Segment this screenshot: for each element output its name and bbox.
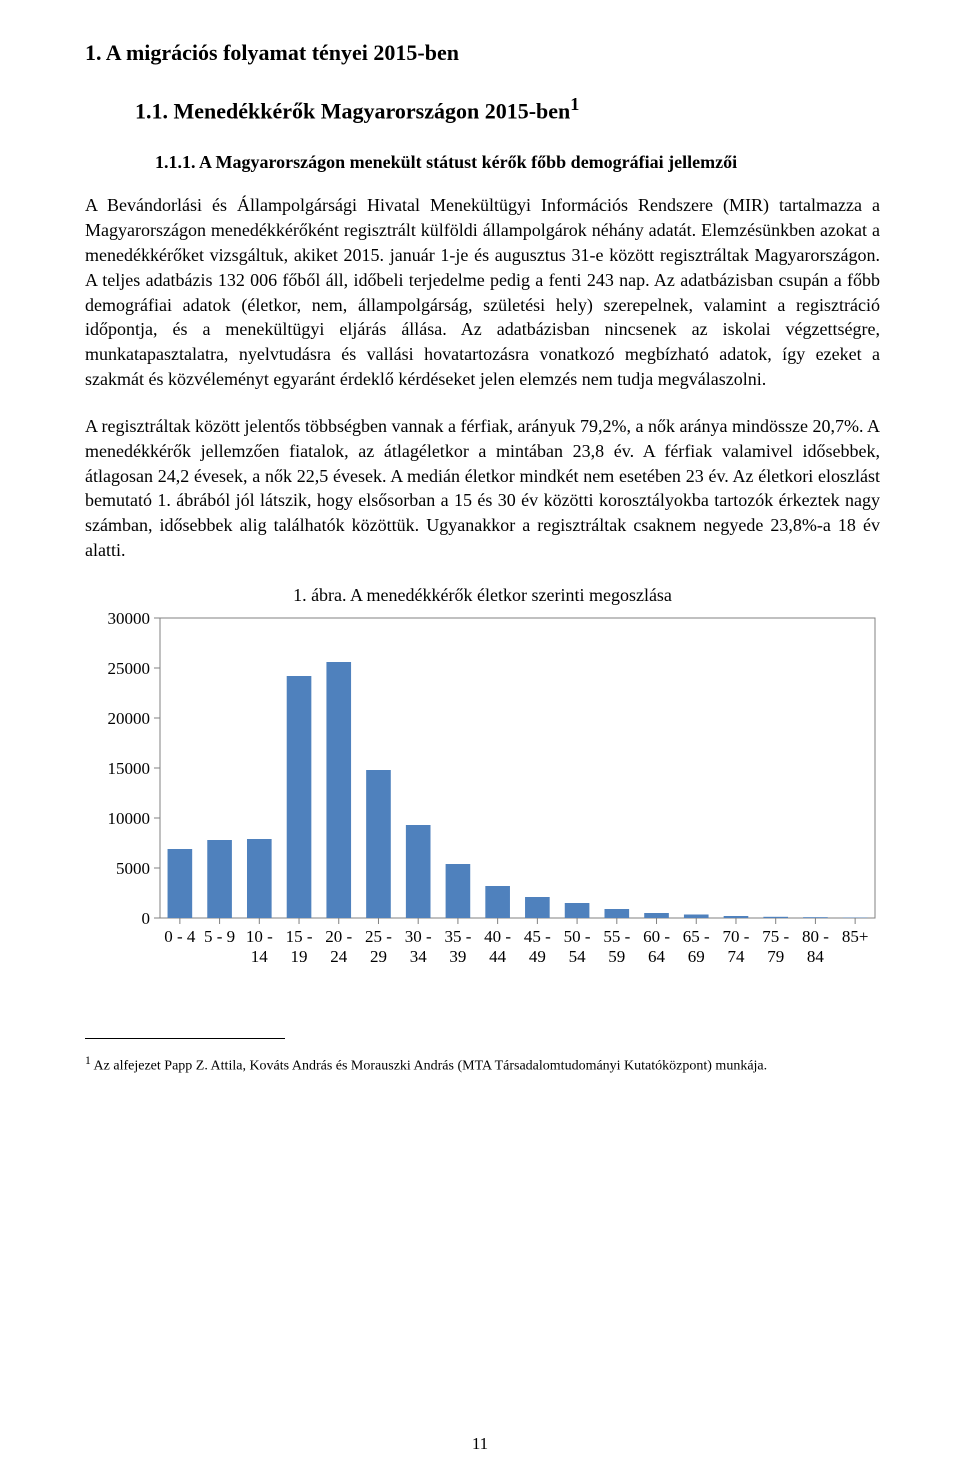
paragraph-1: A Bevándorlási és Állampolgársági Hivata… — [85, 193, 880, 392]
heading-level-3: 1.1.1. A Magyarországon menekült státust… — [155, 152, 880, 173]
age-distribution-chart: 0 5000 10000 15000 20000 25000 30000 0 - 4 5 - 9… — [85, 608, 880, 988]
svg-text:54: 54 — [569, 947, 587, 966]
heading-level-2: 1.1. Menedékkérők Magyarországon 2015-be… — [135, 94, 880, 124]
svg-text:55 -: 55 - — [603, 927, 630, 946]
svg-text:35 -: 35 - — [444, 927, 471, 946]
heading-2-footnote-ref: 1 — [570, 94, 579, 114]
svg-text:30000: 30000 — [108, 609, 151, 628]
svg-text:14: 14 — [251, 947, 268, 966]
svg-text:44: 44 — [489, 947, 507, 966]
svg-text:39: 39 — [449, 947, 466, 966]
svg-text:0: 0 — [142, 909, 151, 928]
svg-text:59: 59 — [608, 947, 625, 966]
svg-text:19: 19 — [291, 947, 308, 966]
svg-text:40 -: 40 - — [484, 927, 511, 946]
svg-text:10000: 10000 — [108, 809, 151, 828]
paragraph-2: A regisztráltak között jelentős többségb… — [85, 414, 880, 563]
svg-text:45 -: 45 - — [524, 927, 551, 946]
page-number: 11 — [0, 1434, 960, 1454]
svg-text:84: 84 — [807, 947, 825, 966]
page: 1. A migrációs folyamat tényei 2015-ben … — [0, 0, 960, 1472]
svg-text:69: 69 — [688, 947, 705, 966]
svg-text:30 -: 30 - — [405, 927, 432, 946]
footnote-text: Az alfejezet Papp Z. Attila, Kováts Andr… — [91, 1059, 767, 1074]
svg-text:70 -: 70 - — [723, 927, 750, 946]
svg-text:5 - 9: 5 - 9 — [204, 927, 235, 946]
svg-text:10 -: 10 - — [246, 927, 273, 946]
svg-text:80 -: 80 - — [802, 927, 829, 946]
svg-text:34: 34 — [410, 947, 428, 966]
heading-2-text: 1.1. Menedékkérők Magyarországon 2015-be… — [135, 98, 570, 123]
svg-text:5000: 5000 — [116, 859, 150, 878]
bar-chart-svg: 0 5000 10000 15000 20000 25000 30000 0 - 4 5 - 9… — [85, 608, 885, 988]
svg-text:15000: 15000 — [108, 759, 151, 778]
heading-level-1: 1. A migrációs folyamat tényei 2015-ben — [85, 40, 880, 66]
svg-text:25000: 25000 — [108, 659, 151, 678]
svg-text:29: 29 — [370, 947, 387, 966]
svg-text:0 - 4: 0 - 4 — [164, 927, 196, 946]
chart-title: 1. ábra. A menedékkérők életkor szerinti… — [85, 585, 880, 606]
svg-text:85+: 85+ — [842, 927, 869, 946]
svg-text:20000: 20000 — [108, 709, 151, 728]
footnote-separator — [85, 1038, 285, 1039]
svg-text:24: 24 — [330, 947, 348, 966]
svg-text:75 -: 75 - — [762, 927, 789, 946]
svg-text:65 -: 65 - — [683, 927, 710, 946]
svg-text:15 -: 15 - — [286, 927, 313, 946]
svg-text:25 -: 25 - — [365, 927, 392, 946]
footnote-1: 1 Az alfejezet Papp Z. Attila, Kováts An… — [85, 1053, 880, 1076]
svg-text:64: 64 — [648, 947, 666, 966]
svg-text:20 -: 20 - — [325, 927, 352, 946]
svg-text:74: 74 — [727, 947, 745, 966]
svg-text:79: 79 — [767, 947, 784, 966]
svg-text:50 -: 50 - — [564, 927, 591, 946]
svg-text:60 -: 60 - — [643, 927, 670, 946]
svg-text:49: 49 — [529, 947, 546, 966]
